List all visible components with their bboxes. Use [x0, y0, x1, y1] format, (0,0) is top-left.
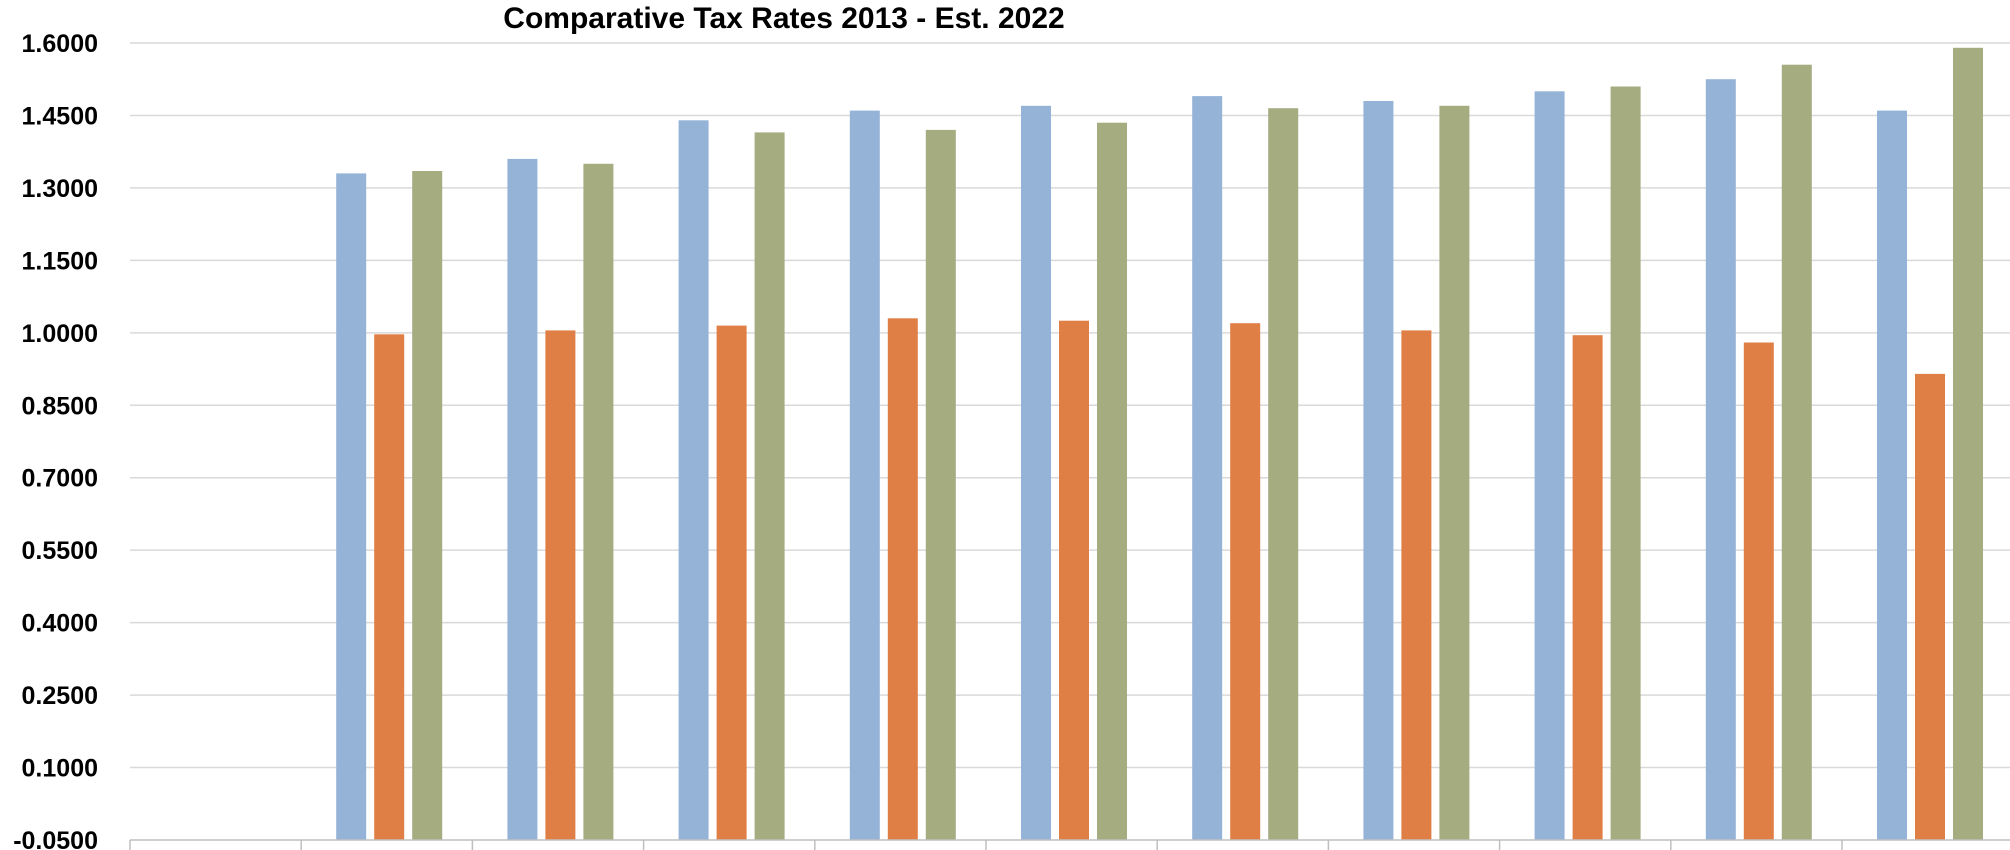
bar-series-3-category-5 — [925, 129, 956, 840]
bar-series-3-category-7 — [1268, 108, 1299, 840]
x-axis — [129, 839, 2010, 850]
y-tick-label: 0.2500 — [22, 682, 98, 710]
bar-series-2-category-8 — [1401, 330, 1432, 840]
bar-series-1-category-4 — [678, 120, 709, 841]
bar-series-2-category-3 — [545, 330, 576, 840]
bar-series-2-category-5 — [887, 318, 918, 840]
bar-series-1-category-7 — [1192, 96, 1223, 841]
y-axis-tick-labels: 1.6000 1.4500 1.3000 1.1500 1.0000 0.8500 0.70… — [13, 30, 98, 850]
y-tick-label: -0.0500 — [13, 827, 98, 850]
bar-series-2-category-11 — [1915, 373, 1945, 840]
y-tick-label: 0.1000 — [22, 755, 98, 783]
bar-series-1-category-3 — [507, 158, 538, 840]
y-tick-label: 0.5500 — [22, 537, 98, 565]
chart-title: Comparative Tax Rates 2013 - Est. 2022 — [503, 2, 1064, 35]
y-tick-label: 0.7000 — [22, 465, 98, 493]
y-tick-label: 1.1500 — [22, 247, 98, 275]
y-tick-label: 1.6000 — [22, 30, 98, 58]
bar-series-3-category-4 — [754, 132, 785, 840]
bar-series-3-category-9 — [1610, 86, 1641, 840]
bar-series-3-category-11 — [1953, 47, 1983, 841]
y-tick-label: 1.0000 — [22, 320, 98, 348]
bar-series-3-category-6 — [1097, 122, 1127, 840]
bar-series-3-category-8 — [1439, 105, 1470, 841]
bar-series-1-category-9 — [1534, 91, 1565, 841]
bar-series-1-category-6 — [1021, 105, 1051, 841]
y-tick-label: 0.8500 — [22, 392, 98, 420]
bars — [336, 47, 1983, 841]
bar-series-1-category-11 — [1877, 110, 1907, 841]
bar-series-2-category-10 — [1743, 342, 1774, 840]
y-tick-label: 1.4500 — [22, 102, 98, 130]
bar-series-2-category-2 — [374, 334, 405, 840]
bar-series-2-category-4 — [716, 325, 747, 841]
bar-series-1-category-10 — [1705, 79, 1736, 840]
bar-series-1-category-5 — [849, 110, 880, 841]
bar-series-3-category-3 — [583, 163, 614, 841]
bar-series-3-category-2 — [412, 171, 443, 840]
y-tick-label: 1.3000 — [22, 175, 98, 203]
bar-series-2-category-9 — [1572, 335, 1603, 840]
bar-series-1-category-2 — [336, 173, 367, 840]
bar-series-3-category-10 — [1781, 64, 1812, 840]
bar-series-2-category-7 — [1230, 323, 1261, 840]
y-tick-label: 0.4000 — [22, 610, 98, 638]
bar-series-1-category-8 — [1363, 101, 1394, 840]
bar-series-2-category-6 — [1059, 320, 1089, 840]
